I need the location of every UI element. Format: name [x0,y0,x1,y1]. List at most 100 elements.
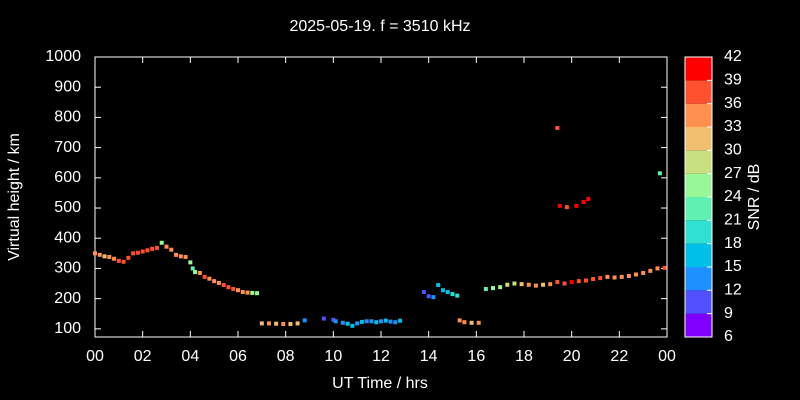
colorbar-tick-label: 42 [724,48,742,65]
point [569,280,574,285]
point [450,292,455,297]
point [374,320,379,325]
colorbar-band [685,313,712,337]
point [440,288,445,293]
colorbar-label: SNR / dB [746,164,763,231]
point [154,245,159,250]
point [190,266,195,271]
point [562,281,567,286]
x-tick-label: 02 [134,348,152,365]
point [591,277,596,282]
point [574,203,579,208]
point [462,320,467,325]
point [634,272,639,277]
colorbar-tick-label: 27 [724,165,742,182]
point [619,274,624,279]
point [519,282,524,287]
point [533,283,538,288]
y-tick-label: 100 [54,320,81,337]
point [564,205,569,210]
y-tick-label: 1000 [45,48,81,65]
y-tick-label: 400 [54,229,81,246]
point [231,286,236,291]
point [526,282,531,287]
y-tick-label: 600 [54,169,81,186]
colorbar-band [685,243,712,267]
point [302,318,307,323]
point [457,318,462,323]
point [350,323,355,328]
point [398,318,403,323]
point [541,282,546,287]
colorbar-band [685,173,712,197]
colorbar-tick-label: 15 [724,258,742,275]
x-tick-label: 22 [610,348,628,365]
point [605,274,610,279]
point [274,321,279,326]
point [555,280,560,285]
x-tick-label: 10 [324,348,342,365]
point [212,279,217,284]
point [240,289,245,294]
colorbar-tick-label: 6 [724,328,733,345]
colorbar-band [685,80,712,104]
point [250,290,255,295]
point [150,246,155,251]
point [555,125,560,130]
point [421,289,426,294]
point [369,319,374,324]
point [197,270,202,275]
point [505,282,510,287]
x-tick-label: 14 [420,348,438,365]
point [393,320,398,325]
point [455,293,460,298]
x-axis-label: UT Time / hrs [332,375,428,392]
point [476,320,481,325]
point [116,258,121,263]
colorbar-band [685,197,712,221]
point [331,317,336,322]
point [193,270,198,275]
y-tick-label: 200 [54,290,81,307]
point [102,254,107,259]
point [333,319,338,324]
point [648,268,653,273]
point [436,283,441,288]
colorbar-tick-label: 24 [724,188,742,205]
point [131,251,136,256]
point [345,321,350,326]
point [388,319,393,324]
point [431,295,436,300]
y-tick-label: 500 [54,199,81,216]
point [183,254,188,259]
colorbar-tick-label: 12 [724,282,742,299]
point [295,321,300,326]
y-axis-label: Virtual height / km [6,133,23,261]
point [159,240,164,245]
point [641,270,646,275]
point [126,255,131,260]
chart-title: 2025-05-19. f = 3510 kHz [289,18,470,35]
point [662,265,667,270]
point [207,276,212,281]
colorbar-tick-label: 39 [724,72,742,89]
point [259,321,264,326]
colorbar-tick-label: 30 [724,142,742,159]
point [426,294,431,299]
point [281,322,286,327]
point [598,276,603,281]
x-tick-label: 16 [467,348,485,365]
colorbar-tick-label: 36 [724,95,742,112]
point [655,266,660,271]
colorbar-tick-label: 33 [724,118,742,135]
point [112,256,117,261]
x-tick-label: 00 [86,348,104,365]
colorbar-band [685,57,712,81]
y-tick-label: 900 [54,78,81,95]
point [491,286,496,291]
y-tick-label: 800 [54,109,81,126]
colorbar-tick-label: 18 [724,235,742,252]
point [364,319,369,324]
point [445,289,450,294]
point [483,286,488,291]
